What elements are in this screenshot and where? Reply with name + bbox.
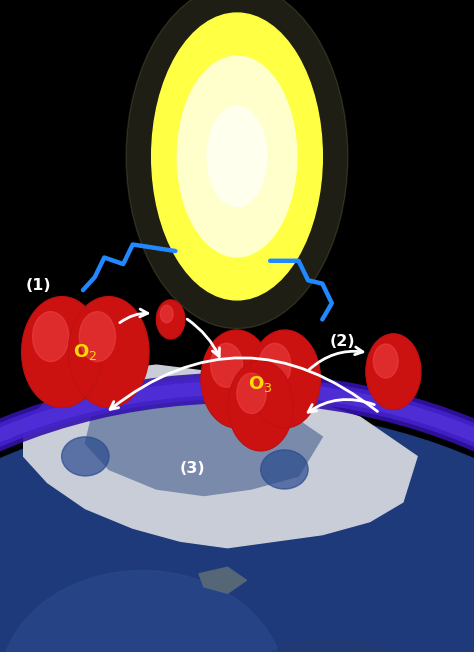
Text: (1): (1) — [26, 278, 52, 293]
Ellipse shape — [177, 56, 297, 257]
Circle shape — [156, 300, 185, 339]
Text: (2): (2) — [329, 334, 355, 349]
Ellipse shape — [207, 106, 267, 207]
Ellipse shape — [261, 450, 308, 489]
Ellipse shape — [0, 411, 474, 652]
Text: O$_3$: O$_3$ — [248, 374, 273, 394]
Circle shape — [160, 305, 173, 323]
Circle shape — [79, 312, 116, 361]
Circle shape — [249, 330, 320, 428]
Circle shape — [201, 330, 272, 428]
Circle shape — [68, 297, 149, 408]
Circle shape — [366, 334, 421, 409]
FancyArrowPatch shape — [110, 358, 377, 411]
Circle shape — [259, 343, 291, 387]
FancyArrowPatch shape — [120, 309, 148, 323]
Circle shape — [228, 361, 293, 451]
Circle shape — [210, 343, 243, 387]
Circle shape — [22, 297, 102, 408]
Circle shape — [237, 373, 266, 413]
Circle shape — [33, 312, 69, 361]
Text: (3): (3) — [180, 461, 206, 476]
Circle shape — [374, 344, 398, 378]
FancyArrowPatch shape — [308, 400, 374, 412]
Ellipse shape — [62, 437, 109, 476]
Polygon shape — [85, 385, 322, 496]
Ellipse shape — [0, 570, 284, 652]
Ellipse shape — [152, 13, 322, 300]
FancyArrowPatch shape — [309, 347, 363, 370]
Polygon shape — [199, 567, 246, 593]
Text: O$_2$: O$_2$ — [73, 342, 98, 362]
Ellipse shape — [126, 0, 348, 329]
FancyArrowPatch shape — [187, 319, 219, 357]
Ellipse shape — [213, 639, 450, 652]
Polygon shape — [24, 365, 417, 548]
